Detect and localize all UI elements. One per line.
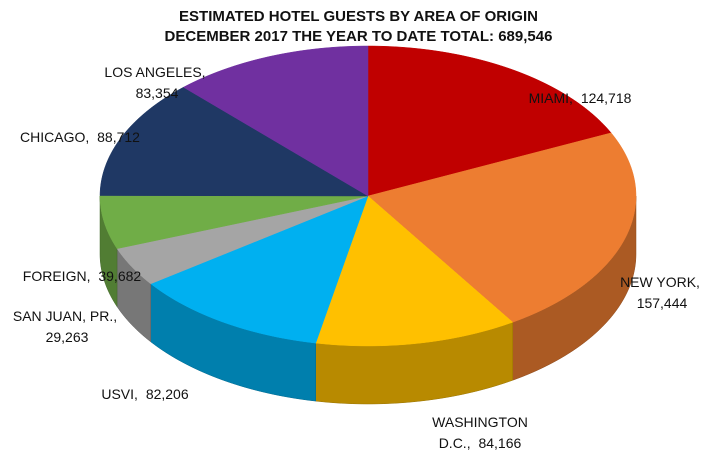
slice-label: FOREIGN, 39,682 <box>2 266 162 287</box>
slice <box>99 86 369 197</box>
slice-label: SAN JUAN, PR., 29,263 <box>0 306 130 348</box>
chart-subtitle: DECEMBER 2017 THE YEAR TO DATE TOTAL: 68… <box>164 28 553 45</box>
slice-value: 84,166 <box>478 435 522 451</box>
slice-label: USVI, 82,206 <box>70 384 220 405</box>
slice <box>182 45 369 197</box>
slice-label: NEW YORK, 157,444 <box>605 272 715 314</box>
chart-title: ESTIMATED HOTEL GUESTS BY AREA OF ORIGIN <box>179 8 538 25</box>
slice-category: USVI, <box>101 386 138 402</box>
slice-category: MIAMI, <box>528 90 573 106</box>
slice <box>116 195 369 285</box>
slice-category: LOS ANGELES, <box>104 64 206 80</box>
slice <box>150 195 369 344</box>
slice-value: 124,718 <box>580 90 632 106</box>
slice <box>367 45 612 197</box>
slice-category: NEW YORK, <box>620 274 700 290</box>
slice-category: WASHINGTON D.C., <box>432 414 528 451</box>
slice-label: CHICAGO, 88,712 <box>20 127 140 148</box>
slice-category: SAN JUAN, PR., <box>12 308 118 324</box>
slice-category: CHICAGO, <box>20 129 90 145</box>
slice-label: WASHINGTON D.C., 84,166 <box>420 412 540 454</box>
slice <box>367 132 637 323</box>
slice-value: 83,354 <box>135 85 179 101</box>
slice-value: 88,712 <box>97 129 140 145</box>
slice-value: 82,206 <box>145 386 189 402</box>
slice-value: 29,263 <box>45 329 89 345</box>
slice-label: LOS ANGELES, 83,354 <box>95 62 215 104</box>
slice-value: 39,682 <box>98 268 142 284</box>
slice <box>315 195 514 347</box>
slice-label: MIAMI, 124,718 <box>480 88 680 109</box>
slice-value: 157,444 <box>636 295 688 311</box>
slice-category: FOREIGN, <box>22 268 91 284</box>
slice <box>99 195 369 249</box>
